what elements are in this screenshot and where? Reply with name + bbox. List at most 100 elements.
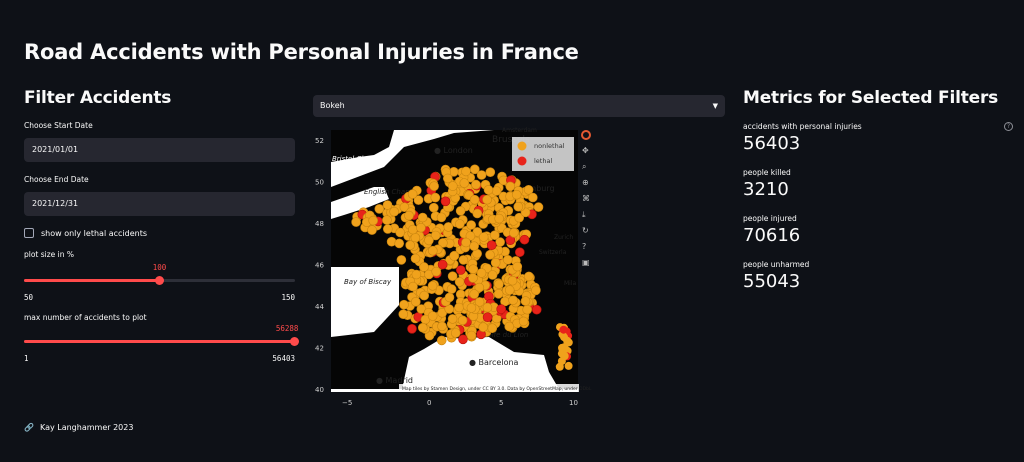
- place-switzerland: Switzerla: [539, 249, 567, 256]
- nonlethal-accident-point: [522, 304, 532, 315]
- nonlethal-accident-point: [468, 273, 478, 283]
- x-tick-label: 0: [427, 399, 431, 407]
- plot-size-slider[interactable]: 100: [24, 259, 295, 293]
- lethal-accident-point: [496, 304, 506, 314]
- nonlethal-accident-point: [450, 328, 461, 338]
- nonlethal-accident-point: [490, 230, 500, 240]
- place-bay-of-biscay: Bay of Biscay: [344, 278, 392, 286]
- plot-library-select[interactable]: Bokeh ▼: [313, 95, 725, 117]
- y-tick-label: 44: [315, 303, 324, 311]
- end-date-input[interactable]: 2021/12/31: [24, 192, 295, 216]
- nonlethal-accident-point: [389, 206, 399, 217]
- nonlethal-accident-point: [419, 262, 429, 272]
- max-accidents-thumb[interactable]: [289, 337, 299, 346]
- nonlethal-accident-point: [382, 200, 393, 210]
- lethal-accident-point: [437, 259, 448, 270]
- save-icon[interactable]: ⤓: [582, 210, 586, 219]
- plot-size-fill: [24, 279, 160, 282]
- hover-icon[interactable]: ▣: [582, 258, 590, 267]
- wheel-zoom-icon[interactable]: ⊕: [582, 178, 589, 187]
- nonlethal-accident-point: [438, 238, 448, 248]
- place-barcelona: ● Barcelona: [469, 358, 519, 367]
- bokeh-logo-icon[interactable]: [581, 130, 591, 140]
- nonlethal-accident-point: [436, 335, 447, 346]
- metrics-heading: Metrics for Selected Filters: [743, 88, 999, 108]
- nonlethal-accident-point: [404, 210, 414, 221]
- nonlethal-accident-point: [447, 271, 458, 281]
- nonlethal-accident-point: [493, 289, 504, 299]
- metric-killed-label: people killed: [743, 168, 791, 177]
- nonlethal-accident-point: [419, 290, 429, 301]
- help-icon[interactable]: ?: [1004, 122, 1013, 131]
- start-date-input[interactable]: 2021/01/01: [24, 138, 295, 162]
- nonlethal-accident-point: [458, 255, 469, 265]
- nonlethal-accident-point: [427, 311, 438, 321]
- nonlethal-accident-point: [490, 257, 501, 268]
- help-icon[interactable]: ?: [582, 242, 586, 251]
- y-tick-label: 50: [315, 179, 324, 187]
- accident-map-plot[interactable]: Bristol Channel English Channel Bay of B…: [314, 127, 594, 408]
- nonlethal-accident-point: [411, 297, 421, 307]
- lethal-accident-point: [515, 247, 525, 257]
- x-axis-ticks: −5 0 5 10: [342, 399, 578, 407]
- nonlethal-accident-point: [430, 192, 441, 203]
- metrics-panel: Metrics for Selected Filters accidents w…: [743, 88, 1013, 292]
- nonlethal-accident-point: [367, 225, 377, 235]
- place-brussels: Brussels: [492, 135, 530, 145]
- max-accidents-max: 56403: [272, 354, 295, 363]
- bokeh-toolbar[interactable]: ✥ ⌕ ⊕ ⌘ ⤓ ↻ ? ▣: [581, 130, 591, 267]
- nonlethal-accident-point: [482, 194, 492, 205]
- lethal-checkbox-label: show only lethal accidents: [41, 228, 147, 238]
- nonlethal-accident-point: [443, 173, 453, 184]
- nonlethal-accident-point: [518, 316, 529, 327]
- lethal-checkbox-row[interactable]: show only lethal accidents: [24, 228, 295, 238]
- metric-accidents: accidents with personal injuries ? 56403: [743, 122, 1013, 154]
- place-zurich: Zurich: [554, 234, 573, 241]
- nonlethal-accident-point: [482, 302, 493, 313]
- place-luxemburg: xemburg: [519, 184, 555, 193]
- reset-icon[interactable]: ↻: [582, 226, 589, 235]
- pan-icon[interactable]: ✥: [582, 146, 589, 155]
- nonlethal-accident-point: [466, 303, 477, 313]
- nonlethal-accident-point: [469, 194, 480, 205]
- plot-size-max: 150: [281, 293, 295, 302]
- map-svg[interactable]: Bristol Channel English Channel Bay of B…: [314, 127, 594, 408]
- nonlethal-accident-point: [523, 184, 534, 195]
- nonlethal-accident-point: [491, 186, 502, 196]
- metric-accidents-label: accidents with personal injuries: [743, 122, 862, 131]
- y-tick-label: 42: [315, 345, 324, 353]
- end-date-label: Choose End Date: [24, 175, 89, 184]
- nonlethal-accident-point: [436, 212, 447, 223]
- nonlethal-accident-point: [399, 202, 410, 212]
- plot-size-thumb[interactable]: [155, 276, 164, 285]
- plot-size-label: plot size in %: [24, 250, 75, 259]
- nonlethal-accident-point: [444, 292, 455, 303]
- nonlethal-accident-point: [351, 217, 361, 227]
- box-zoom-icon[interactable]: ⌕: [582, 162, 586, 171]
- nonlethal-accident-point: [431, 266, 441, 277]
- nonlethal-accident-point: [466, 330, 477, 341]
- nonlethal-accident-point: [478, 322, 488, 332]
- nonlethal-accident-point: [507, 275, 518, 286]
- y-tick-label: 46: [315, 262, 324, 270]
- nonlethal-accident-point: [368, 215, 379, 226]
- link-icon[interactable]: 🔗: [24, 423, 34, 432]
- footer: 🔗 Kay Langhammer 2023: [24, 423, 133, 432]
- nonlethal-accident-point: [520, 296, 531, 306]
- nonlethal-accident-point: [531, 285, 541, 296]
- place-madrid: ● Madrid: [376, 376, 413, 385]
- nonlethal-accident-point: [395, 227, 405, 238]
- attribution-bg: [399, 384, 579, 392]
- place-london: ● London: [434, 146, 473, 155]
- map-legend: nonlethal lethal: [512, 137, 574, 171]
- nonlethal-accident-point: [449, 251, 459, 261]
- max-accidents-slider[interactable]: 56288: [24, 320, 299, 354]
- plot-size-range: 50 150: [24, 293, 295, 302]
- nonlethal-accident-point: [374, 204, 385, 214]
- lethal-checkbox[interactable]: [24, 228, 34, 238]
- y-tick-label: 40: [315, 386, 324, 394]
- nonlethal-accident-point: [410, 253, 421, 264]
- channel-sea: [331, 187, 389, 219]
- lasso-icon[interactable]: ⌘: [582, 194, 590, 203]
